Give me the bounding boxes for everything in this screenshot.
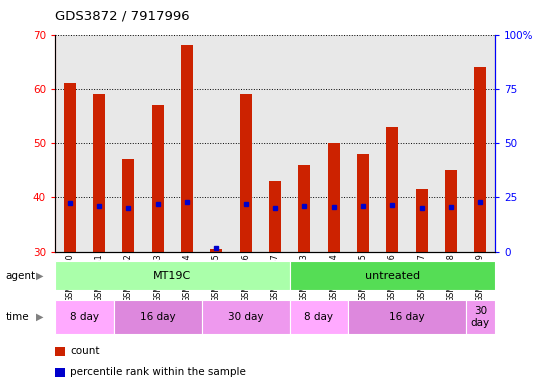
Bar (55, 300, 114, 334)
Text: 8 day: 8 day (70, 312, 99, 322)
Bar (55, 261, 290, 290)
Text: percentile rank within the sample: percentile rank within the sample (70, 367, 246, 377)
Bar (114, 300, 202, 334)
Bar (93, 94, 105, 252)
Bar (290, 261, 495, 290)
Text: 30
day: 30 day (471, 306, 490, 328)
Bar (240, 94, 251, 252)
Bar (348, 300, 466, 334)
Text: untreated: untreated (365, 270, 420, 281)
Text: 30 day: 30 day (228, 312, 263, 322)
Bar (416, 189, 427, 252)
Text: count: count (70, 346, 100, 356)
Bar (269, 181, 281, 252)
Bar (466, 300, 495, 334)
Text: MT19C: MT19C (153, 270, 191, 281)
Bar (202, 300, 290, 334)
Bar (211, 249, 222, 252)
Text: 16 day: 16 day (140, 312, 175, 322)
Bar (328, 143, 339, 252)
Bar (387, 127, 398, 252)
Bar (181, 45, 193, 252)
Bar (290, 300, 348, 334)
Bar (475, 67, 486, 252)
Bar (152, 105, 163, 252)
Bar (445, 170, 457, 252)
Text: GDS3872 / 7917996: GDS3872 / 7917996 (55, 10, 190, 23)
Text: 16 day: 16 day (389, 312, 425, 322)
Text: ▶: ▶ (36, 270, 43, 281)
Bar (357, 154, 369, 252)
Bar (299, 165, 310, 252)
Text: time: time (6, 312, 29, 322)
Text: ▶: ▶ (36, 312, 43, 322)
Bar (123, 159, 134, 252)
Text: agent: agent (6, 270, 36, 281)
Bar (64, 83, 75, 252)
Text: 8 day: 8 day (305, 312, 333, 322)
